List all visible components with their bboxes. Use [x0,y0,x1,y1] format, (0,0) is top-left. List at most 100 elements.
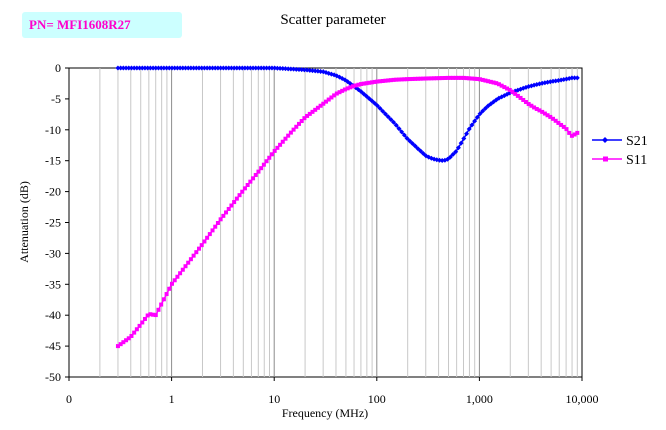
data-point-s21 [399,129,405,135]
data-point-s21 [118,65,124,71]
data-point-s11 [269,152,274,157]
data-point-s21 [372,100,378,106]
data-point-s11 [272,148,277,153]
data-point-s11 [405,77,410,82]
data-point-s11 [186,260,191,265]
data-point-s21 [120,65,126,71]
chart-title: Scatter parameter [280,12,386,28]
data-point-s11 [226,206,231,211]
data-point-s21 [134,65,140,71]
data-point-s21 [185,65,191,71]
data-point-s11 [488,79,493,84]
data-point-s11 [348,85,353,90]
data-point-s11 [380,78,385,83]
data-point-s21 [123,65,129,71]
data-point-s11 [153,313,158,318]
data-point-s21 [388,117,394,123]
data-point-s11 [542,111,547,116]
data-point-s11 [556,120,561,125]
data-point-s11 [321,101,326,106]
data-point-s21 [226,65,232,71]
data-point-s11 [275,145,280,150]
data-point-s11 [513,91,518,96]
data-point-s21 [237,65,243,71]
data-point-s21 [177,65,183,71]
data-point-s21 [261,65,267,71]
data-point-s11 [280,139,285,144]
data-point-s11 [310,109,315,114]
data-point-s11 [361,81,366,86]
series-s11 [115,75,580,349]
data-point-s11 [326,97,331,102]
data-point-s11 [337,90,342,95]
data-point-s11 [537,108,542,113]
data-point-s11 [540,109,545,114]
data-point-s21 [453,149,459,155]
data-point-s21 [474,114,480,120]
data-point-s11 [383,78,388,83]
data-point-s21 [374,103,380,109]
data-point-s11 [548,114,553,119]
data-point-s11 [294,124,299,129]
data-point-s21 [166,65,172,71]
data-point-s11 [167,286,172,291]
legend-item-s21: S21 [592,134,648,149]
data-point-s21 [288,66,294,72]
data-point-s11 [305,113,310,118]
data-point-s21 [250,65,256,71]
data-point-s11 [183,264,188,269]
data-point-s11 [569,133,574,138]
data-point-s11 [259,166,264,171]
data-point-s11 [507,87,512,92]
x-axis-title: Frequency (MHz) [282,406,368,420]
data-point-s11 [345,86,350,91]
data-point-s11 [169,281,174,286]
x-tick-label: 0 [66,392,72,406]
data-point-s21 [147,65,153,71]
data-point-s21 [477,111,483,117]
data-point-s11 [124,338,129,343]
data-point-s11 [437,76,442,81]
data-point-s11 [461,75,466,80]
data-point-s21 [447,154,453,160]
data-point-s11 [478,77,483,82]
legend-marker [602,137,608,143]
data-point-s21 [574,75,580,81]
data-point-s21 [277,65,283,71]
data-point-s11 [197,246,202,251]
data-point-s11 [359,82,364,87]
data-point-s11 [342,87,347,92]
data-point-s21 [210,65,216,71]
y-axis-title: Attenuation (dB) [17,181,31,263]
data-point-s21 [255,65,261,71]
data-point-s21 [139,65,145,71]
data-point-s21 [223,65,229,71]
data-point-s11 [302,116,307,121]
data-point-s11 [194,250,199,255]
data-point-s11 [264,159,269,164]
x-axis-ticks: 0 1 10 100 1,000 10,000 [66,377,599,406]
data-point-s11 [224,210,229,215]
x-tick-label: 100 [368,392,386,406]
y-tick-label: -15 [45,154,61,168]
data-point-s21 [291,66,297,72]
data-point-s11 [210,228,215,233]
data-point-s21 [220,65,226,71]
data-point-s11 [245,182,250,187]
part-number-label: PN= MFI1608R27 [29,17,131,32]
data-point-s21 [215,65,221,71]
data-point-s11 [494,81,499,86]
data-point-s11 [364,81,369,86]
data-point-s21 [115,65,121,71]
data-point-s21 [145,65,151,71]
y-tick-label: -40 [45,308,61,322]
data-point-s11 [334,91,339,96]
data-point-s21 [299,67,305,73]
data-point-s21 [158,65,164,71]
data-point-s11 [515,93,520,98]
data-point-s11 [421,76,426,81]
data-point-s11 [469,76,474,81]
x-tick-label: 1,000 [466,392,493,406]
y-tick-label: -30 [45,246,61,260]
data-point-s11 [251,176,256,181]
